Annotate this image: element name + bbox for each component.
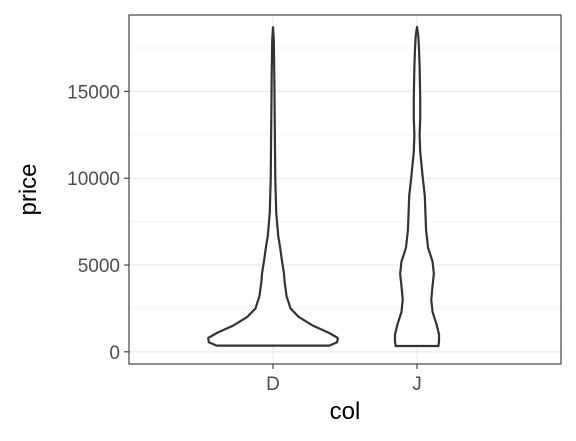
y-axis-title: price (15, 163, 42, 215)
plot-panel-background (129, 15, 561, 364)
violins (207, 25, 441, 348)
x-tick-label: D (266, 374, 280, 395)
y-tick-label: 10000 (67, 169, 120, 190)
plot-panel-border (128, 14, 562, 365)
y-axis-ticks: 0 5000 10000 15000 (67, 82, 129, 364)
violin-J (393, 25, 441, 348)
x-tick-label: J (412, 374, 422, 395)
y-tick-label: 5000 (78, 256, 120, 277)
y-tick-label: 0 (109, 343, 120, 364)
violin-D (207, 26, 339, 347)
y-tick-label: 15000 (67, 82, 120, 103)
grid-minor (129, 47, 561, 309)
x-axis-title: col (330, 398, 361, 425)
